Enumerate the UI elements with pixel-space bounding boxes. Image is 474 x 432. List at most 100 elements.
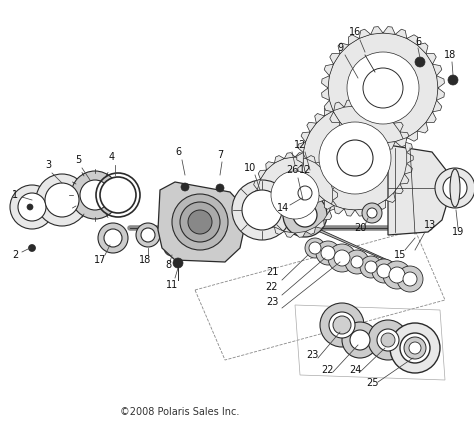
Polygon shape xyxy=(376,200,386,210)
Polygon shape xyxy=(366,102,376,111)
Polygon shape xyxy=(395,137,407,147)
Circle shape xyxy=(397,266,423,292)
Circle shape xyxy=(36,174,88,226)
Polygon shape xyxy=(407,131,418,141)
Circle shape xyxy=(271,171,319,219)
Circle shape xyxy=(325,128,385,188)
Polygon shape xyxy=(307,122,316,132)
Circle shape xyxy=(443,176,467,200)
Circle shape xyxy=(257,157,333,233)
Polygon shape xyxy=(258,211,266,220)
Text: 22: 22 xyxy=(266,282,278,292)
Circle shape xyxy=(404,337,426,359)
Polygon shape xyxy=(400,174,409,184)
Circle shape xyxy=(350,330,370,350)
Circle shape xyxy=(309,242,321,254)
Polygon shape xyxy=(338,122,349,133)
Polygon shape xyxy=(376,107,386,116)
Circle shape xyxy=(216,184,224,192)
Polygon shape xyxy=(266,220,274,229)
Circle shape xyxy=(80,180,110,210)
Circle shape xyxy=(28,245,36,251)
Circle shape xyxy=(180,202,220,242)
Circle shape xyxy=(328,244,356,272)
Circle shape xyxy=(337,140,373,176)
Text: 12: 12 xyxy=(294,140,306,150)
Circle shape xyxy=(18,193,46,221)
Circle shape xyxy=(10,185,54,229)
Polygon shape xyxy=(437,76,445,88)
Circle shape xyxy=(383,261,411,289)
Polygon shape xyxy=(344,100,355,107)
Polygon shape xyxy=(316,220,324,229)
Polygon shape xyxy=(366,206,376,214)
Circle shape xyxy=(372,259,396,283)
Polygon shape xyxy=(404,163,412,174)
Polygon shape xyxy=(297,152,303,163)
Circle shape xyxy=(347,52,419,124)
Polygon shape xyxy=(393,184,403,194)
Polygon shape xyxy=(324,211,332,220)
Polygon shape xyxy=(348,131,359,141)
Polygon shape xyxy=(407,35,418,45)
Polygon shape xyxy=(254,179,260,190)
Circle shape xyxy=(173,258,183,268)
Circle shape xyxy=(283,193,327,237)
Circle shape xyxy=(362,203,382,223)
Circle shape xyxy=(320,303,364,347)
Polygon shape xyxy=(284,152,295,159)
Polygon shape xyxy=(254,200,260,211)
Polygon shape xyxy=(359,137,371,147)
Polygon shape xyxy=(355,100,366,107)
Circle shape xyxy=(316,241,340,265)
Circle shape xyxy=(27,204,33,210)
Polygon shape xyxy=(433,100,442,112)
Polygon shape xyxy=(301,174,310,184)
Polygon shape xyxy=(407,152,413,163)
Ellipse shape xyxy=(450,169,460,207)
Text: 15: 15 xyxy=(394,250,406,260)
Polygon shape xyxy=(266,162,274,170)
Circle shape xyxy=(400,333,430,363)
Circle shape xyxy=(351,56,415,120)
Circle shape xyxy=(242,190,282,230)
Polygon shape xyxy=(400,132,409,142)
Polygon shape xyxy=(307,184,316,194)
Polygon shape xyxy=(330,112,340,123)
Polygon shape xyxy=(253,190,257,200)
Polygon shape xyxy=(310,225,420,275)
Polygon shape xyxy=(329,200,337,211)
Circle shape xyxy=(345,250,369,274)
Circle shape xyxy=(181,183,189,191)
Text: 26: 26 xyxy=(286,165,298,175)
Polygon shape xyxy=(316,162,324,170)
Polygon shape xyxy=(437,88,445,100)
Text: ©2008 Polaris Sales Inc.: ©2008 Polaris Sales Inc. xyxy=(120,407,239,417)
Circle shape xyxy=(334,250,350,266)
Circle shape xyxy=(360,256,382,278)
Text: 24: 24 xyxy=(349,365,361,375)
Polygon shape xyxy=(393,122,403,132)
Polygon shape xyxy=(371,27,383,35)
Polygon shape xyxy=(306,156,316,163)
Text: 25: 25 xyxy=(367,378,379,388)
Polygon shape xyxy=(333,190,337,200)
Circle shape xyxy=(368,320,408,360)
Polygon shape xyxy=(355,209,366,216)
Polygon shape xyxy=(338,43,349,54)
Circle shape xyxy=(136,223,160,247)
Text: 19: 19 xyxy=(452,227,464,237)
Text: 3: 3 xyxy=(45,160,51,170)
Polygon shape xyxy=(321,76,329,88)
Polygon shape xyxy=(324,170,332,179)
Text: 6: 6 xyxy=(175,147,181,157)
Text: 1: 1 xyxy=(12,190,18,200)
Polygon shape xyxy=(426,112,436,123)
Circle shape xyxy=(98,223,128,253)
Text: 8: 8 xyxy=(165,260,171,270)
Polygon shape xyxy=(344,209,355,216)
Polygon shape xyxy=(348,35,359,45)
Polygon shape xyxy=(158,182,245,262)
Circle shape xyxy=(188,210,212,234)
Circle shape xyxy=(305,238,325,258)
